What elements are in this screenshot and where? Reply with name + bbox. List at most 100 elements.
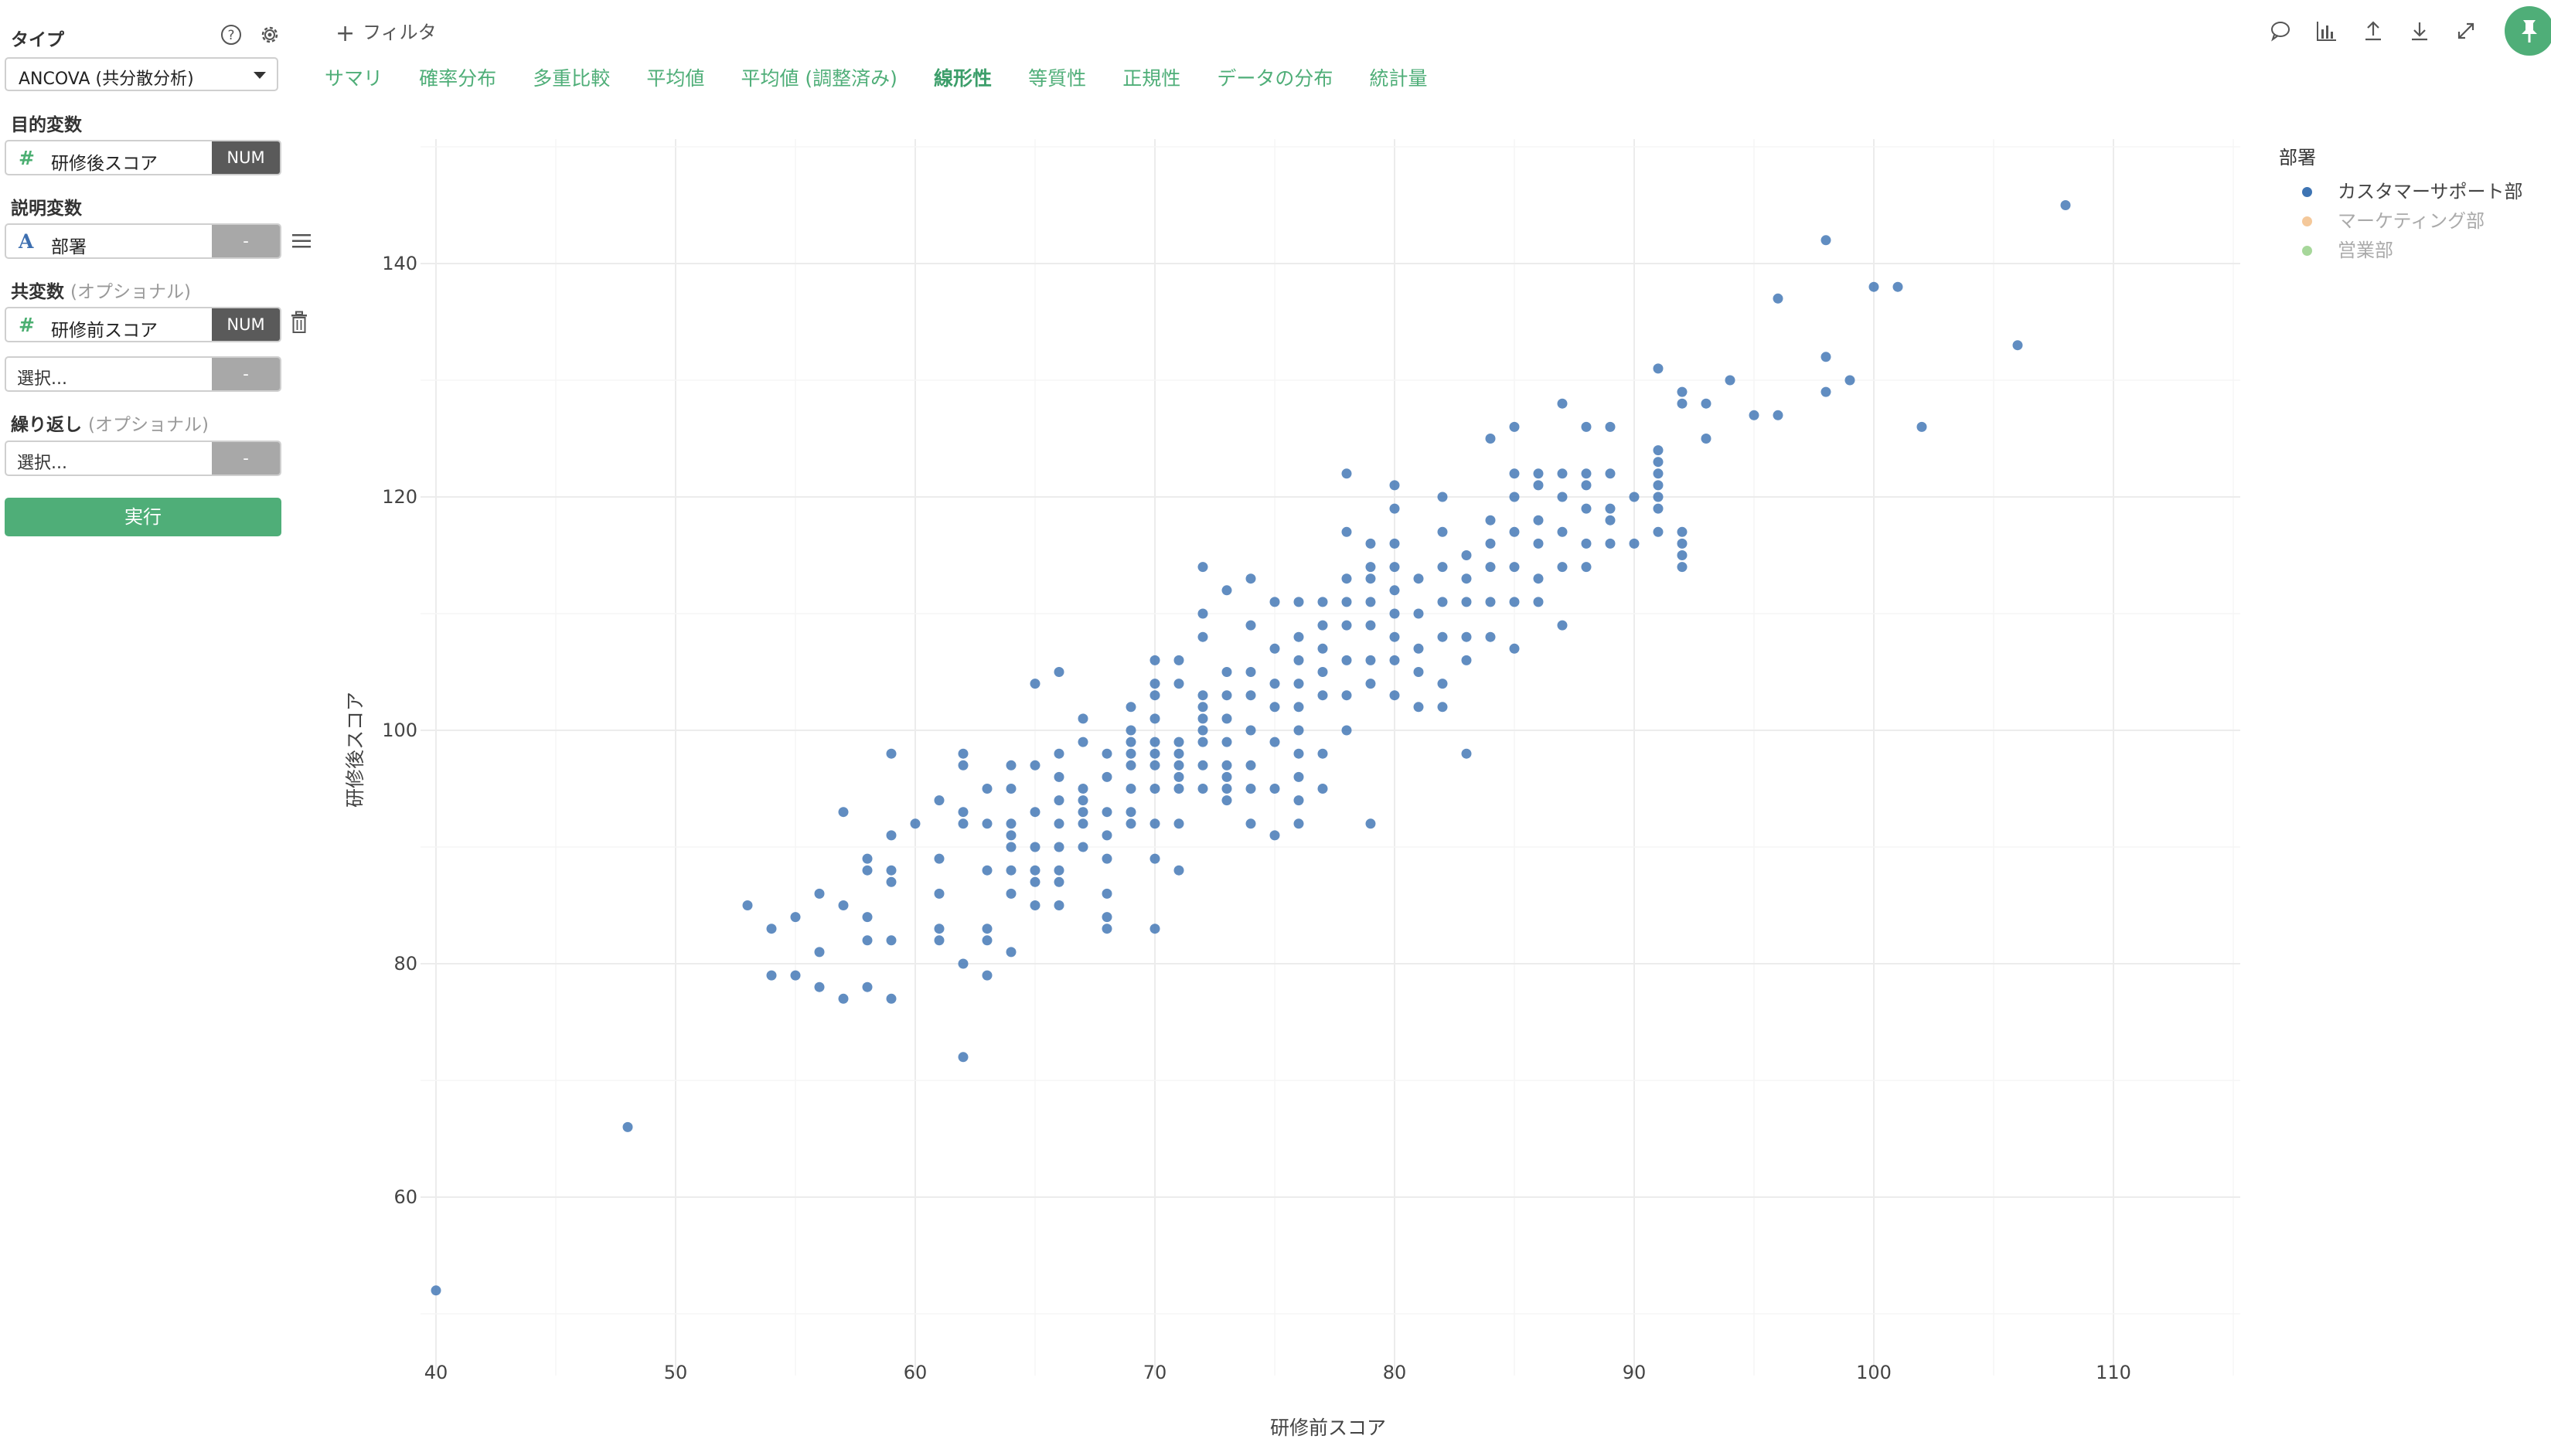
number-type-icon: # (19, 147, 35, 169)
scatter-point (1437, 492, 1448, 502)
scatter-point (1149, 655, 1160, 665)
scatter-point (1653, 445, 1664, 456)
tab-summary[interactable]: サマリ (325, 67, 383, 90)
scatter-point (1197, 760, 1208, 771)
target-variable-field[interactable]: # 研修後スコア NUM (5, 140, 281, 175)
covariate-type-badge[interactable]: NUM (212, 308, 280, 341)
legend-item-customer-support[interactable]: カスタマーサポート部 (2279, 177, 2523, 206)
scatter-point (982, 924, 993, 934)
repeat-select[interactable]: 選択... - (5, 441, 281, 476)
scatter-point (982, 970, 993, 981)
gear-icon[interactable] (258, 23, 281, 46)
scatter-point (1197, 737, 1208, 747)
scatter-point (1102, 888, 1112, 899)
scatter-point (1389, 538, 1400, 549)
scatter-point (1557, 492, 1568, 502)
scatter-point (1173, 748, 1184, 759)
tab-probability-distribution[interactable]: 確率分布 (419, 67, 497, 90)
tab-normality[interactable]: 正規性 (1122, 67, 1181, 90)
scatter-point (1437, 631, 1448, 642)
tab-multiple-comparison[interactable]: 多重比較 (533, 67, 611, 90)
chart-icon[interactable] (2314, 19, 2339, 43)
scatter-point (886, 876, 897, 887)
analysis-type-select[interactable]: ANCOVA (共分散分析) (5, 57, 278, 91)
scatter-point (1173, 737, 1184, 747)
scatter-point (1557, 526, 1568, 537)
explanatory-variable-name: 部署 (51, 237, 87, 257)
expand-icon[interactable] (2454, 19, 2478, 43)
pin-button[interactable] (2505, 6, 2551, 56)
scatter-point (1341, 597, 1352, 607)
tab-linearity[interactable]: 線形性 (934, 67, 993, 90)
legend-item-sales[interactable]: 営業部 (2279, 236, 2523, 265)
scatter-point (1533, 480, 1544, 491)
scatter-point (886, 935, 897, 946)
scatter-point (1509, 597, 1520, 607)
scatter-point (1317, 597, 1328, 607)
scatter-point (1269, 830, 1280, 841)
scatter-point (1173, 655, 1184, 665)
scatter-point (1653, 480, 1664, 491)
x-tick-labels: 40 50 60 70 80 90 100 110 (424, 1362, 2131, 1383)
scatter-point (1197, 608, 1208, 619)
scatter-point (958, 760, 969, 771)
scatter-point (1485, 538, 1496, 549)
tab-statistics[interactable]: 統計量 (1369, 67, 1428, 90)
list-menu-icon[interactable] (291, 230, 312, 252)
scatter-point (1317, 620, 1328, 631)
scatter-point (1773, 293, 1783, 304)
scatter-point (1293, 795, 1304, 806)
explanatory-variable-field[interactable]: A 部署 - (5, 223, 281, 259)
scatter-point (1221, 760, 1232, 771)
tab-data-distribution[interactable]: データの分布 (1217, 67, 1333, 90)
repeat-optional-text: (オプショナル) (88, 415, 209, 435)
scatter-point (1269, 679, 1280, 689)
scatter-point (1341, 468, 1352, 479)
download-icon[interactable] (2407, 19, 2432, 43)
y-tick-label: 120 (382, 486, 417, 508)
repeat-badge[interactable]: - (212, 442, 280, 475)
tab-adjusted-mean[interactable]: 平均値 (調整済み) (741, 67, 897, 90)
scatter-point (1677, 538, 1688, 549)
scatter-point (1701, 398, 1711, 409)
scatter-point (1557, 398, 1568, 409)
scatter-point (982, 865, 993, 876)
scatter-point (1820, 235, 1831, 246)
scatter-point (1221, 795, 1232, 806)
scatter-point (1413, 608, 1424, 619)
target-type-badge[interactable]: NUM (212, 141, 280, 174)
scatter-point (1653, 457, 1664, 468)
add-filter-button[interactable]: + フィルタ (335, 17, 437, 47)
scatter-point (1365, 655, 1376, 665)
covariate-add-select[interactable]: 選択... - (5, 356, 281, 392)
scatter-point (1749, 410, 1759, 420)
x-axis-label: 研修前スコア (1270, 1417, 1386, 1439)
scatter-point (1773, 410, 1783, 420)
scatter-point (1461, 631, 1472, 642)
scatter-point (1365, 573, 1376, 584)
explanatory-type-badge[interactable]: - (212, 225, 280, 257)
legend-item-marketing[interactable]: マーケティング部 (2279, 206, 2523, 236)
comment-icon[interactable] (2268, 19, 2293, 43)
scatter-point (1197, 562, 1208, 573)
upload-icon[interactable] (2361, 19, 2386, 43)
covariate-add-placeholder: 選択... (17, 369, 67, 389)
covariate-add-badge[interactable]: - (212, 358, 280, 390)
scatter-point (1173, 784, 1184, 794)
covariate-field[interactable]: # 研修前スコア NUM (5, 307, 281, 342)
tab-mean[interactable]: 平均値 (646, 67, 705, 90)
scatter-point (1173, 679, 1184, 689)
covariate-label-text: 共変数 (11, 282, 64, 302)
scatter-point (1030, 876, 1040, 887)
scatter-point (814, 888, 825, 899)
run-button[interactable]: 実行 (5, 498, 281, 536)
scatter-point (1557, 562, 1568, 573)
covariate-name: 研修前スコア (51, 321, 158, 341)
scatter-point (1413, 702, 1424, 713)
tab-homogeneity[interactable]: 等質性 (1028, 67, 1087, 90)
trash-icon[interactable] (289, 311, 309, 334)
help-icon[interactable]: ? (220, 23, 243, 46)
scatter-point (1509, 492, 1520, 502)
scatter-point (1078, 818, 1088, 829)
scatter-point (1149, 760, 1160, 771)
